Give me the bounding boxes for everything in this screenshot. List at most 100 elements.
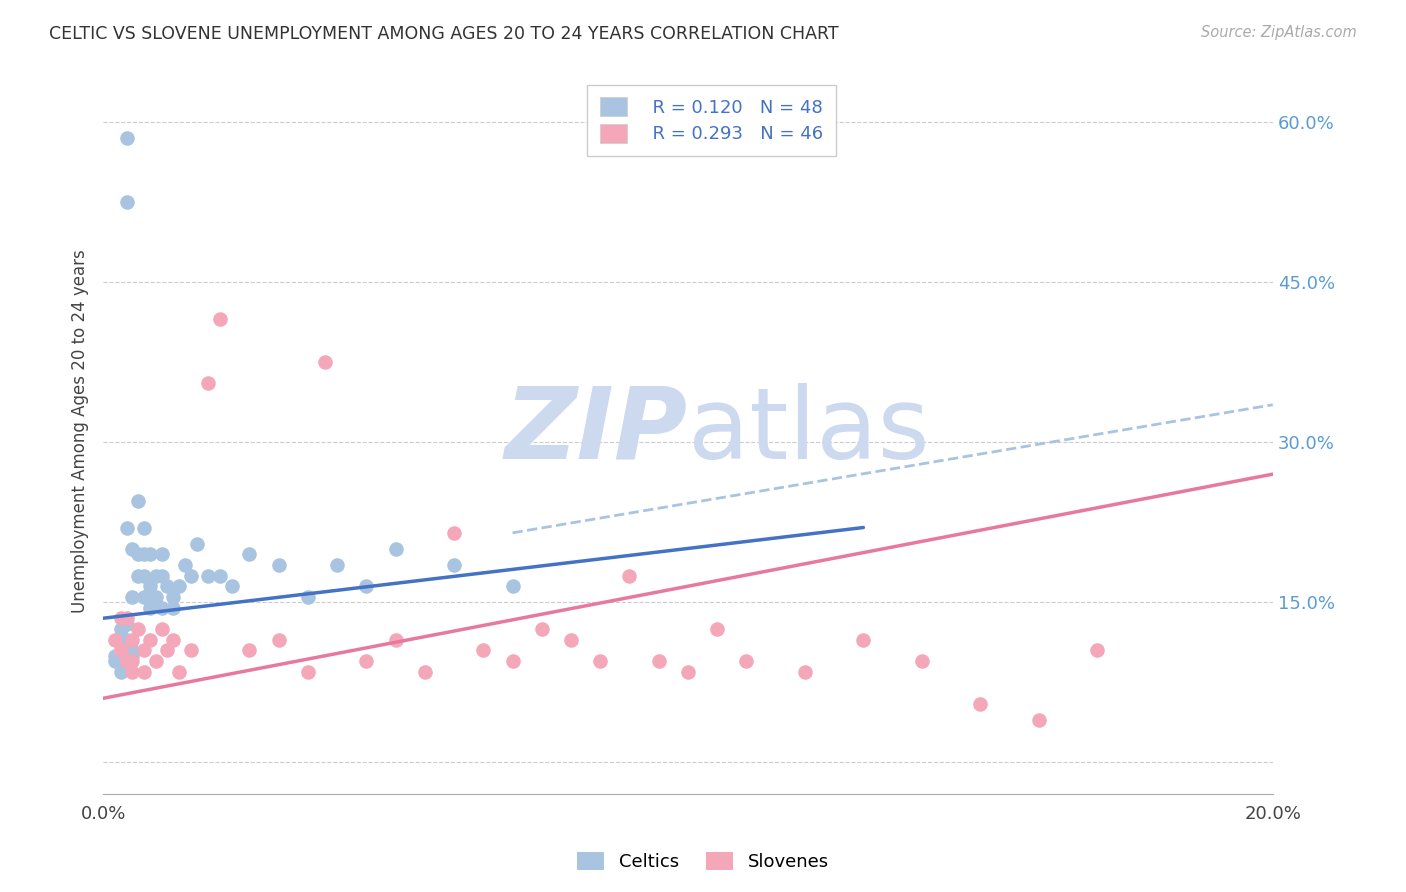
Point — [104, 648, 127, 663]
Point — [121, 541, 143, 556]
Point — [197, 568, 219, 582]
Point — [115, 632, 138, 647]
Point — [297, 665, 319, 679]
Point — [145, 590, 167, 604]
Point — [735, 654, 758, 668]
Point — [139, 632, 162, 647]
Point — [115, 194, 138, 209]
Point — [180, 643, 202, 657]
Point — [132, 547, 155, 561]
Point — [132, 568, 155, 582]
Point — [472, 643, 495, 657]
Text: atlas: atlas — [688, 383, 929, 480]
Point — [314, 355, 336, 369]
Point — [132, 643, 155, 657]
Point — [186, 536, 208, 550]
Point — [356, 579, 378, 593]
Point — [127, 568, 149, 582]
Point — [162, 600, 184, 615]
Point — [793, 665, 815, 679]
Point — [443, 525, 465, 540]
Point — [127, 493, 149, 508]
Point — [110, 643, 132, 657]
Point — [145, 568, 167, 582]
Point — [156, 579, 179, 593]
Point — [115, 654, 138, 668]
Point — [180, 568, 202, 582]
Point — [115, 654, 138, 668]
Point — [121, 665, 143, 679]
Point — [502, 579, 524, 593]
Point — [1028, 713, 1050, 727]
Point — [139, 579, 162, 593]
Point — [297, 590, 319, 604]
Point — [676, 665, 699, 679]
Point — [911, 654, 934, 668]
Point — [560, 632, 582, 647]
Point — [238, 547, 260, 561]
Point — [162, 632, 184, 647]
Point — [110, 665, 132, 679]
Point — [150, 600, 173, 615]
Point — [167, 579, 190, 593]
Point — [127, 547, 149, 561]
Point — [121, 632, 143, 647]
Point — [115, 611, 138, 625]
Point — [384, 632, 406, 647]
Text: ZIP: ZIP — [505, 383, 688, 480]
Point — [326, 558, 349, 572]
Point — [356, 654, 378, 668]
Point — [413, 665, 436, 679]
Point — [221, 579, 243, 593]
Legend:   R = 0.120   N = 48,   R = 0.293   N = 46: R = 0.120 N = 48, R = 0.293 N = 46 — [586, 85, 835, 156]
Point — [209, 312, 232, 326]
Text: Source: ZipAtlas.com: Source: ZipAtlas.com — [1201, 25, 1357, 40]
Point — [139, 547, 162, 561]
Point — [647, 654, 669, 668]
Point — [156, 643, 179, 657]
Point — [384, 541, 406, 556]
Point — [115, 616, 138, 631]
Point — [115, 520, 138, 534]
Point — [969, 697, 991, 711]
Point — [267, 558, 290, 572]
Point — [132, 665, 155, 679]
Point — [1085, 643, 1108, 657]
Point — [110, 622, 132, 636]
Point — [150, 547, 173, 561]
Point — [197, 376, 219, 391]
Point — [110, 632, 132, 647]
Point — [132, 590, 155, 604]
Text: CELTIC VS SLOVENE UNEMPLOYMENT AMONG AGES 20 TO 24 YEARS CORRELATION CHART: CELTIC VS SLOVENE UNEMPLOYMENT AMONG AGE… — [49, 25, 839, 43]
Point — [121, 590, 143, 604]
Point — [110, 659, 132, 673]
Point — [619, 568, 641, 582]
Point — [502, 654, 524, 668]
Point — [139, 600, 162, 615]
Point — [167, 665, 190, 679]
Point — [174, 558, 197, 572]
Point — [443, 558, 465, 572]
Point — [145, 654, 167, 668]
Point — [127, 622, 149, 636]
Point — [115, 131, 138, 145]
Point — [589, 654, 612, 668]
Point — [110, 611, 132, 625]
Point — [209, 568, 232, 582]
Point — [121, 643, 143, 657]
Point — [132, 520, 155, 534]
Point — [530, 622, 553, 636]
Point — [267, 632, 290, 647]
Point — [852, 632, 875, 647]
Y-axis label: Unemployment Among Ages 20 to 24 years: Unemployment Among Ages 20 to 24 years — [72, 250, 89, 614]
Point — [150, 622, 173, 636]
Point — [110, 643, 132, 657]
Point — [706, 622, 728, 636]
Legend: Celtics, Slovenes: Celtics, Slovenes — [569, 845, 837, 879]
Point — [104, 654, 127, 668]
Point — [238, 643, 260, 657]
Point — [162, 590, 184, 604]
Point — [150, 568, 173, 582]
Point — [121, 654, 143, 668]
Point — [104, 632, 127, 647]
